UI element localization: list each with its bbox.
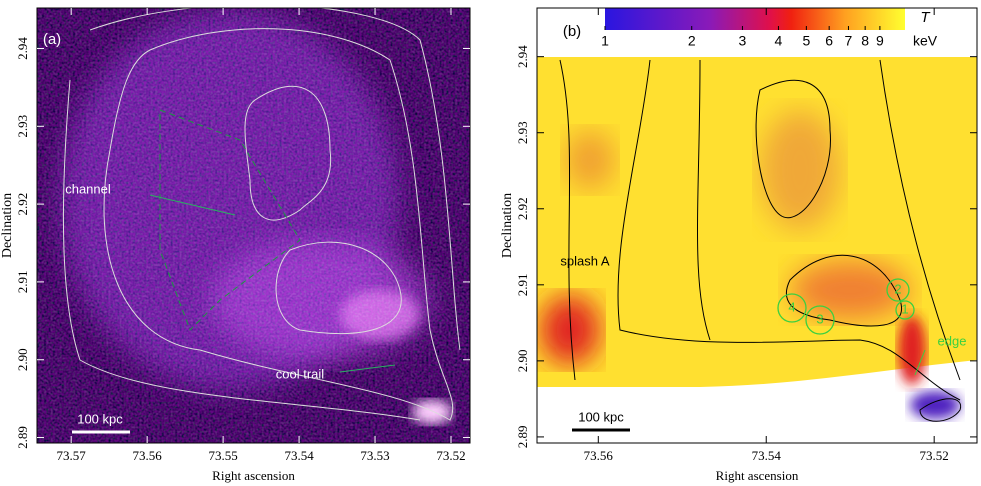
colorbar-tick-label: 9 — [876, 33, 884, 49]
pointer — [339, 364, 396, 373]
x-tick-label: 73.52 — [436, 448, 465, 463]
y-tick-label: 2.90 — [15, 348, 30, 371]
x-tick-label: 73.54 — [752, 448, 782, 463]
y-axis-label: Declination — [0, 193, 15, 258]
y-tick-label: 2.93 — [15, 115, 30, 138]
annotation: splash A — [560, 253, 609, 268]
panel-label: (b) — [563, 23, 581, 40]
noise — [37, 8, 470, 443]
region-circles — [777, 278, 915, 335]
blob — [565, 130, 615, 190]
x-tick-label: 73.54 — [284, 448, 314, 463]
annotation: edge — [938, 333, 967, 348]
y-tick-label: 2.94 — [515, 45, 530, 68]
colorbar — [605, 8, 905, 30]
blank-region — [537, 360, 977, 443]
region-label: 4 — [788, 299, 795, 314]
scale-bar-label: 100 kpc — [77, 411, 123, 426]
y-tick-label: 2.89 — [515, 426, 530, 449]
blob — [790, 260, 910, 320]
y-tick-label: 2.90 — [515, 349, 530, 372]
panel-label: (a) — [43, 31, 61, 48]
colorbar-tick-label: 7 — [845, 33, 853, 49]
y-axis-label: Declination — [500, 193, 515, 258]
annotation: channel — [65, 181, 111, 196]
x-tick-label: 73.56 — [133, 448, 163, 463]
y-tick-label: 2.91 — [515, 273, 530, 296]
colorbar-tick-label: 1 — [601, 33, 609, 49]
temperature-map — [537, 57, 977, 443]
frame — [36, 7, 471, 444]
pointer — [914, 349, 926, 376]
colorbar-tick-label: 5 — [802, 33, 810, 49]
colorbar-tick-label: 2 — [688, 33, 696, 49]
scale-bar-label: 100 kpc — [578, 409, 624, 424]
blob — [540, 295, 600, 365]
colorbar-tick-label: 6 — [825, 33, 833, 49]
xray-image — [37, 8, 470, 443]
y-tick-label: 2.92 — [15, 193, 30, 216]
region-label: 2 — [894, 281, 901, 296]
x-axis-label: Right ascension — [212, 468, 295, 483]
x-tick-label: 73.52 — [920, 448, 949, 463]
region-label: 1 — [901, 301, 908, 316]
colorbar-unit: keV — [913, 33, 938, 49]
blob — [898, 315, 926, 385]
y-tick-label: 2.93 — [515, 121, 530, 144]
pointer — [149, 194, 236, 216]
colorbar-tick-label: 8 — [861, 33, 869, 49]
channel-outline — [159, 109, 301, 331]
blob — [760, 110, 840, 230]
x-axis-label: Right ascension — [716, 468, 799, 483]
colorbar-label: T — [920, 9, 931, 26]
contours — [62, 8, 461, 421]
x-tick-label: 73.53 — [360, 448, 389, 463]
colorbar-tick-label: 3 — [739, 33, 747, 49]
region-label: 3 — [816, 311, 823, 326]
colorbar-tick-label: 4 — [775, 33, 783, 49]
y-tick-label: 2.91 — [15, 271, 30, 294]
x-tick-label: 73.55 — [208, 448, 237, 463]
blob — [910, 391, 960, 419]
x-tick-label: 73.56 — [584, 448, 614, 463]
y-tick-label: 2.92 — [515, 197, 530, 220]
frame — [536, 7, 978, 444]
y-tick-label: 2.89 — [15, 426, 30, 449]
x-tick-label: 73.57 — [57, 448, 87, 463]
contours — [559, 59, 962, 422]
annotation: cool trail — [276, 366, 325, 381]
y-tick-label: 2.94 — [15, 37, 30, 60]
